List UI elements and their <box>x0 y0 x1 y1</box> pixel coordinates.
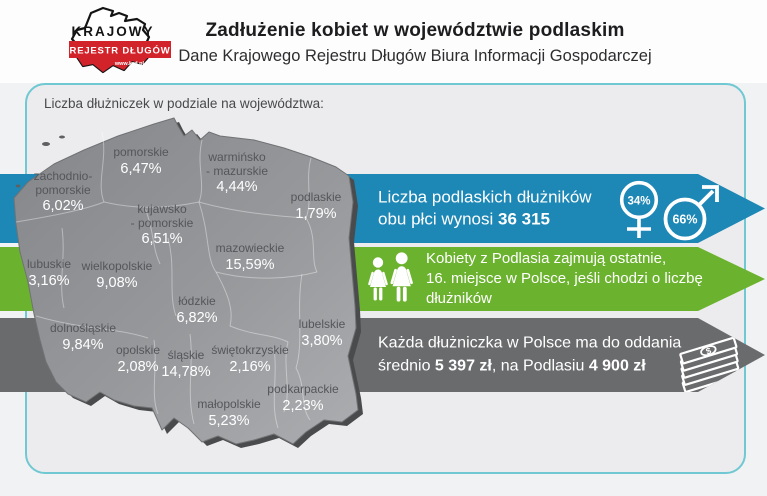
region-value: 6,82% <box>176 309 218 326</box>
region-label-malopolskie: małopolskie 5,23% <box>197 397 261 430</box>
banner-blue-line1: Liczba podlaskich dłużników <box>378 187 592 206</box>
region-value: 6,02% <box>42 198 84 214</box>
region-name: mazowieckie <box>215 241 285 255</box>
region-value: 1,79% <box>295 205 337 222</box>
page-subtitle: Dane Krajowego Rejestru Długów Biura Inf… <box>178 47 652 65</box>
region-value: 6,51% <box>141 231 183 247</box>
region-name: śląskie <box>167 348 205 362</box>
region-value: 3,16% <box>28 272 70 289</box>
region-label-dolnoslaskie: dolnośląskie 9,84% <box>49 321 117 354</box>
region-name: lubelskie <box>298 317 346 331</box>
region-label-swietokrzyskie: świętokrzyskie 2,16% <box>211 343 289 376</box>
poland-map <box>13 117 363 448</box>
region-name: świętokrzyskie <box>211 343 289 357</box>
banner-gray-text: Każda dłużniczka w Polsce ma do oddania … <box>378 333 681 378</box>
panel-caption: Liczba dłużniczek w podziale na wojewódz… <box>44 96 324 111</box>
region-label-podlaskie: podlaskie 1,79% <box>290 190 342 223</box>
region-label-pomorskie: pomorskie 6,47% <box>113 145 169 178</box>
region-value: 4,44% <box>216 179 258 195</box>
region-name: warmińsko - mazurskie <box>205 150 269 178</box>
region-label-warminsko-mazurskie: warmińsko - mazurskie 4,44% <box>205 150 269 196</box>
region-label-wielkopolskie: wielkopolskie 9,08% <box>81 259 153 292</box>
region-label-slaskie: śląskie 14,78% <box>161 348 211 381</box>
banner-gray-line2: średnio 5 397 zł, na Podlasiu 4 900 zł <box>378 357 646 374</box>
region-label-mazowieckie: mazowieckie 15,59% <box>215 241 285 274</box>
region-borders <box>15 131 318 429</box>
region-name: dolnośląskie <box>49 321 117 335</box>
logo-ribbon-label: REJESTR DŁUGÓW <box>70 45 171 57</box>
region-value: 9,84% <box>62 336 104 353</box>
female-share-value: 34% <box>627 196 650 208</box>
region-label-lodzkie: łódzkie 6,82% <box>176 294 218 327</box>
svg-text:$: $ <box>705 346 713 357</box>
banner-blue-text: Liczba podlaskich dłużników obu płci wyn… <box>378 186 592 231</box>
region-name: pomorskie <box>113 145 169 159</box>
logo-title: KRAJOWY <box>71 24 154 39</box>
region-label-lubuskie: lubuskie 3,16% <box>26 257 72 290</box>
page-title: Zadłużenie kobiet w województwie podlask… <box>205 20 625 41</box>
region-name: lubuskie <box>26 257 72 271</box>
logo-url: www.krd.pl <box>114 61 145 67</box>
region-name: zachodnio- pomorskie <box>33 169 93 197</box>
region-name: opolskie <box>115 343 161 357</box>
region-value: 2,16% <box>229 358 271 375</box>
banner-gray-line1: Każda dłużniczka w Polsce ma do oddania <box>378 334 682 352</box>
region-name: podlaskie <box>290 190 342 204</box>
region-label-kujawsko-pomorskie: kujawsko - pomorskie 6,51% <box>130 202 194 248</box>
banner-green-text: Kobiety z Podlasia zajmują ostatnie, 16.… <box>426 249 703 309</box>
logo-ribbon <box>69 41 171 58</box>
region-name: podkarpackie <box>267 382 339 396</box>
region-value: 3,80% <box>301 332 343 349</box>
region-value: 5,23% <box>208 412 250 429</box>
region-value: 14,78% <box>161 363 211 380</box>
banner-blue-line2: obu płci wynosi 36 315 <box>378 209 551 229</box>
region-label-podkarpackie: podkarpackie 2,23% <box>267 382 339 415</box>
region-name: kujawsko - pomorskie <box>130 202 194 230</box>
region-value: 15,59% <box>225 256 275 273</box>
coast-islands <box>15 135 65 188</box>
region-name: wielkopolskie <box>81 259 153 273</box>
banner-green-line3: dłużników <box>426 290 492 307</box>
region-value: 9,08% <box>96 274 138 291</box>
banner-green-line1: Kobiety z Podlasia zajmują ostatnie, <box>426 250 667 267</box>
region-label-zachodniopomorskie: zachodnio- pomorskie 6,02% <box>33 169 93 215</box>
region-name: łódzkie <box>178 294 216 308</box>
region-value: 6,47% <box>120 160 162 177</box>
region-label-lubelskie: lubelskie 3,80% <box>298 317 346 350</box>
banner-green-line2: 16. miejsce w Polsce, jeśli chodzi o lic… <box>426 270 703 287</box>
female-symbol-icon: 34% <box>619 180 659 238</box>
male-share-value: 66% <box>672 213 697 227</box>
region-value: 2,23% <box>282 397 324 414</box>
money-icon: $ <box>679 336 740 392</box>
krd-logo: KRAJOWY REJESTR DŁUGÓW www.krd.pl <box>69 6 171 74</box>
region-value: 2,08% <box>117 358 159 375</box>
map-outline <box>13 117 359 445</box>
title-block: Zadłużenie kobiet w województwie podlask… <box>178 20 651 66</box>
region-name: małopolskie <box>197 397 261 411</box>
women-icons <box>368 252 413 302</box>
male-symbol-icon: 66% <box>663 185 719 241</box>
region-label-opolskie: opolskie 2,08% <box>115 343 161 376</box>
header: KRAJOWY REJESTR DŁUGÓW www.krd.pl Zadłuż… <box>0 0 767 83</box>
